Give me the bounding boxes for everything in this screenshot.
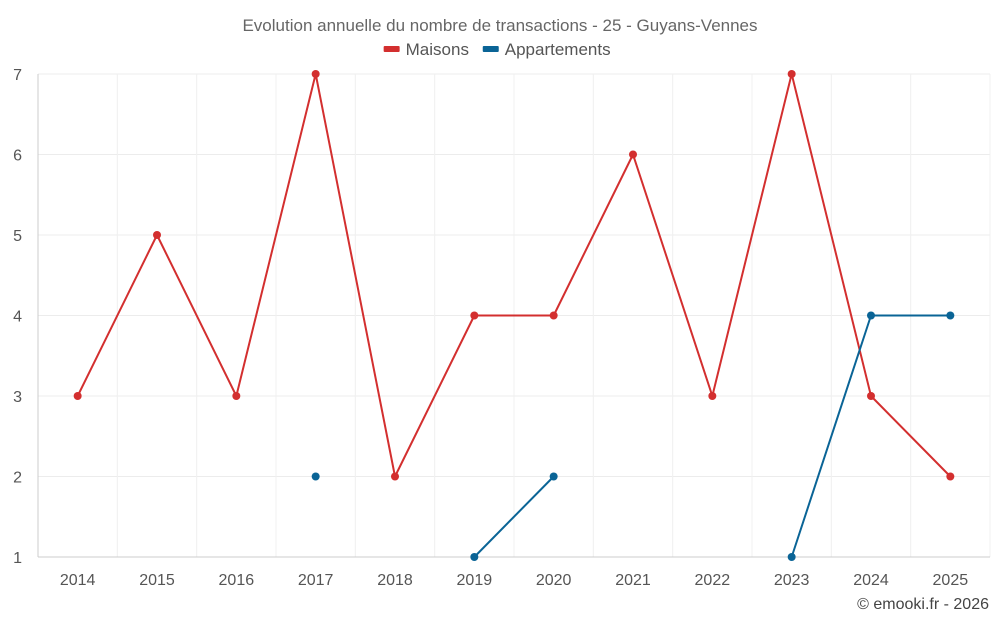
data-point[interactable] [946, 311, 955, 320]
legend-swatch [482, 46, 499, 52]
chart-credit: © emooki.fr - 2026 [857, 596, 989, 613]
data-point[interactable] [549, 311, 558, 320]
data-point[interactable] [153, 231, 161, 239]
data-point[interactable] [311, 472, 320, 481]
series-appartements [311, 311, 955, 561]
chart-title: Evolution annuelle du nombre de transact… [242, 16, 757, 35]
legend-label: Maisons [406, 40, 469, 59]
x-tick-label: 2020 [536, 572, 572, 589]
data-point[interactable] [867, 392, 875, 400]
legend-item-appartements[interactable]: Appartements [482, 40, 611, 59]
data-point[interactable] [787, 553, 796, 561]
y-tick-label: 2 [13, 470, 22, 487]
data-point[interactable] [470, 553, 479, 561]
data-point[interactable] [867, 311, 875, 320]
series-maisons [73, 70, 955, 481]
y-tick-label: 4 [13, 309, 22, 326]
data-point[interactable] [787, 70, 796, 78]
y-tick-label: 5 [13, 228, 22, 245]
data-point[interactable] [391, 472, 399, 481]
x-tick-label: 2016 [219, 572, 255, 589]
y-tick-label: 3 [13, 389, 22, 406]
legend-swatch [383, 46, 400, 52]
y-tick-label: 1 [13, 550, 22, 567]
series-line [790, 314, 951, 558]
data-point[interactable] [946, 472, 955, 481]
x-tick-label: 2015 [139, 572, 175, 589]
x-tick-label: 2022 [695, 572, 731, 589]
y-tick-label: 6 [13, 148, 22, 165]
data-point[interactable] [708, 392, 717, 400]
data-point[interactable] [549, 472, 558, 481]
data-point[interactable] [470, 311, 479, 320]
data-point[interactable] [311, 70, 320, 78]
x-tick-label: 2014 [60, 572, 96, 589]
series [73, 70, 955, 561]
data-point[interactable] [73, 392, 82, 400]
x-tick-label: 2023 [774, 572, 810, 589]
legend-label: Appartements [505, 40, 611, 59]
x-tick-label: 2018 [377, 572, 413, 589]
legend: Maisons Appartements [383, 40, 611, 59]
x-tick-label: 2024 [853, 572, 889, 589]
x-tick-label: 2017 [298, 572, 334, 589]
y-tick-label: 7 [13, 67, 22, 84]
x-tick-label: 2019 [457, 572, 493, 589]
series-line [473, 475, 555, 558]
x-tick-label: 2025 [933, 572, 969, 589]
series-line [76, 73, 952, 478]
axes: 1 2 3 4 5 6 7 2014 2015 2016 2017 2018 2019 2020 2021 2… [13, 67, 990, 589]
data-point[interactable] [629, 150, 637, 159]
x-tick-label: 2021 [615, 572, 651, 589]
legend-item-maisons[interactable]: Maisons [383, 40, 469, 59]
data-point[interactable] [232, 392, 241, 400]
